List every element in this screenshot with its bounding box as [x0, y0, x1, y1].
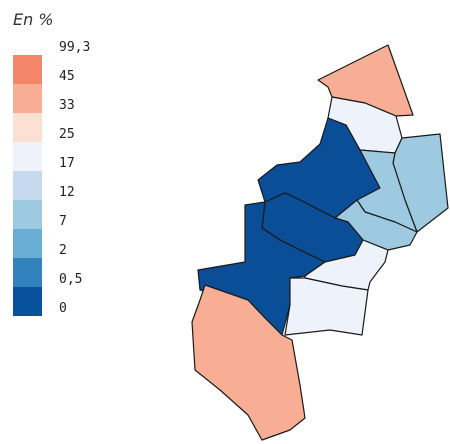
- legend-swatch: [13, 200, 42, 229]
- legend-row: 45: [13, 69, 133, 113]
- legend-swatch: [13, 55, 42, 84]
- legend-row: 7: [13, 214, 133, 258]
- district-south[interactable]: [191, 284, 306, 441]
- legend-label: 0: [59, 301, 67, 316]
- legend-row: 25: [13, 127, 133, 171]
- legend-swatch: [13, 287, 42, 316]
- legend-row: 33: [13, 98, 133, 142]
- legend-row: 0,5: [13, 272, 133, 316]
- legend-label: 45: [59, 69, 75, 84]
- legend-label: 2: [59, 243, 67, 258]
- legend-label: 0,5: [59, 272, 83, 287]
- legend-label: 33: [59, 98, 75, 113]
- legend-label: 99,3: [59, 40, 91, 55]
- legend-swatch: [13, 229, 42, 258]
- legend-swatch: [13, 113, 42, 142]
- legend-label: 17: [59, 156, 75, 171]
- legend-row: 17: [13, 156, 133, 200]
- legend-label: 7: [59, 214, 67, 229]
- district-south-east[interactable]: [284, 277, 369, 336]
- legend-label: 12: [59, 185, 75, 200]
- legend-row: 99,3: [13, 40, 133, 84]
- legend-title: En %: [13, 10, 54, 29]
- legend-row: 0: [13, 301, 133, 343]
- legend-row: 2: [13, 243, 133, 287]
- legend-swatch: [13, 84, 42, 113]
- legend-swatch: [13, 171, 42, 200]
- legend-row: 12: [13, 185, 133, 229]
- district-east-lower[interactable]: [304, 239, 389, 291]
- legend-label: 25: [59, 127, 75, 142]
- legend-swatch: [13, 258, 42, 287]
- legend-swatch: [13, 142, 42, 171]
